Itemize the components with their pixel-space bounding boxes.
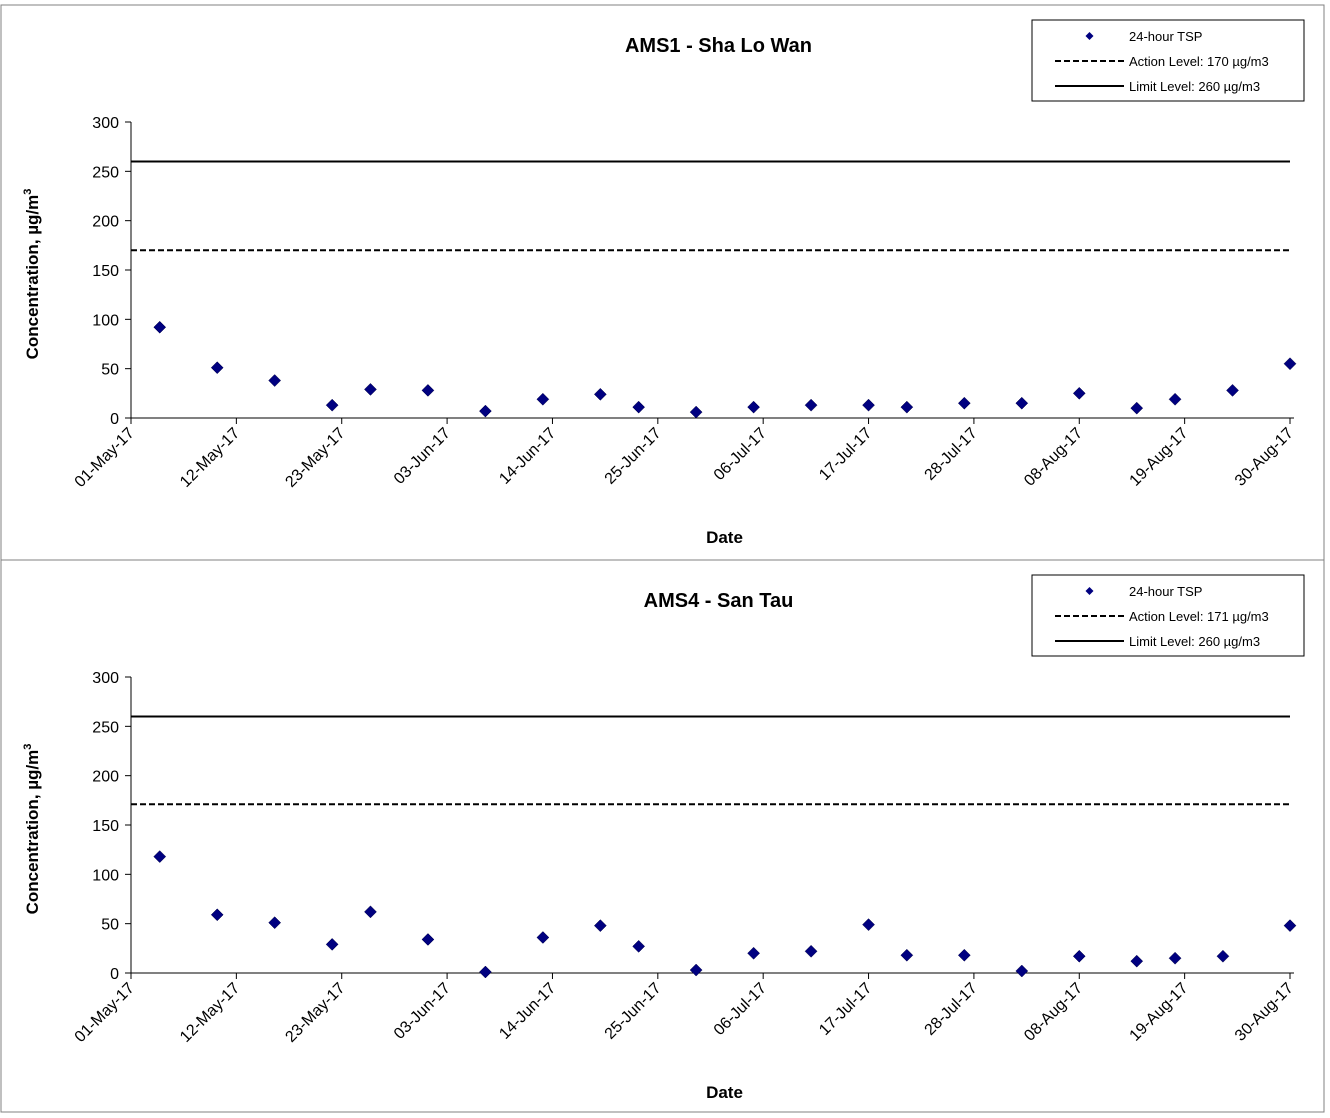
data-point <box>421 384 435 397</box>
data-point <box>153 320 167 334</box>
y-axis-title-superscript: 3 <box>22 189 34 195</box>
data-point <box>268 374 282 387</box>
data-point <box>1072 949 1086 963</box>
legend-label: 24-hour TSP <box>1129 584 1202 599</box>
chart-panel-ams1: AMS1 - Sha Lo Wan 0 50 100 150 200 250 300 01-Ma… <box>0 4 1325 561</box>
data-point <box>900 400 914 414</box>
chart-title: AMS1 - Sha Lo Wan <box>625 35 812 57</box>
legend-label: Action Level: 170 µg/m3 <box>1129 54 1269 69</box>
data-point <box>421 933 435 946</box>
legend-label: Limit Level: 260 µg/m3 <box>1129 634 1260 649</box>
data-point <box>1283 357 1297 371</box>
x-axis-title: Date <box>706 528 743 547</box>
legend-label: Limit Level: 260 µg/m3 <box>1129 79 1260 94</box>
data-point <box>1072 386 1086 400</box>
data-point <box>268 916 282 930</box>
data-point <box>747 400 760 414</box>
y-axis-title: Concentration, µg/m3 <box>22 744 42 915</box>
data-point <box>210 361 224 375</box>
data-point <box>364 383 377 396</box>
data-point <box>900 948 914 962</box>
data-point <box>1226 384 1239 397</box>
data-point <box>804 944 818 958</box>
y-tick-label: 150 <box>92 263 119 280</box>
y-tick-label: 150 <box>92 818 119 835</box>
y-tick-label: 200 <box>92 214 119 231</box>
data-point <box>210 908 224 922</box>
data-point <box>804 398 818 412</box>
chart-panel-ams4: AMS4 - San Tau 0 50 100 150 200 250 300 01-May-1… <box>0 559 1330 1113</box>
y-tick-label: 300 <box>92 115 119 132</box>
data-point <box>479 404 492 418</box>
legend-marker-icon <box>1085 32 1094 40</box>
y-tick-label: 0 <box>110 966 119 983</box>
y-tick-label: 50 <box>101 362 119 379</box>
x-axis-title: Date <box>706 1083 743 1102</box>
y-tick-label: 200 <box>92 769 119 786</box>
y-axis-title-superscript: 3 <box>22 744 34 750</box>
y-tick-label: 100 <box>92 312 119 329</box>
chart-ams4: AMS4 - San Tau05010015020025030001-May-1… <box>0 559 1325 1113</box>
chart-title: AMS4 - San Tau <box>644 590 794 612</box>
data-point <box>536 931 550 944</box>
y-tick-label: 50 <box>101 917 119 934</box>
data-point <box>593 387 607 401</box>
data-point <box>689 405 703 419</box>
data-point <box>1216 949 1230 963</box>
chart-ams1: AMS1 - Sha Lo Wan05010015020025030001-Ma… <box>0 4 1325 561</box>
y-tick-label: 100 <box>92 867 119 884</box>
data-point <box>632 400 646 414</box>
data-point <box>1168 951 1182 965</box>
data-point <box>1015 396 1029 410</box>
legend: 24-hour TSP Action Level: 170 µg/m3 Limit … <box>1031 19 1305 102</box>
data-point <box>862 918 875 932</box>
legend: 24-hour TSP Action Level: 171 µg/m3 Limit … <box>1031 574 1305 657</box>
data-point <box>325 398 339 412</box>
data-point <box>957 396 971 410</box>
legend-label: Action Level: 171 µg/m3 <box>1129 609 1269 624</box>
legend-marker-icon <box>1085 587 1094 595</box>
data-point <box>689 963 703 977</box>
y-axis-title: Concentration, µg/m3 <box>22 189 42 360</box>
legend-label: 24-hour TSP <box>1129 29 1202 44</box>
data-point <box>325 938 339 951</box>
data-point <box>479 965 492 979</box>
data-point <box>1015 964 1029 978</box>
data-point <box>747 946 760 960</box>
data-point <box>1130 954 1144 968</box>
data-point <box>153 850 167 863</box>
data-point <box>862 398 875 412</box>
y-tick-label: 250 <box>92 719 119 736</box>
y-tick-label: 300 <box>92 670 119 687</box>
data-point <box>632 940 646 953</box>
data-point <box>593 919 607 932</box>
data-point <box>1168 392 1182 406</box>
data-point <box>364 905 377 919</box>
data-point <box>1283 919 1297 932</box>
y-tick-label: 0 <box>110 411 119 428</box>
y-tick-label: 250 <box>92 164 119 181</box>
data-point <box>1130 401 1144 415</box>
data-point <box>536 392 550 406</box>
data-point <box>957 948 971 962</box>
